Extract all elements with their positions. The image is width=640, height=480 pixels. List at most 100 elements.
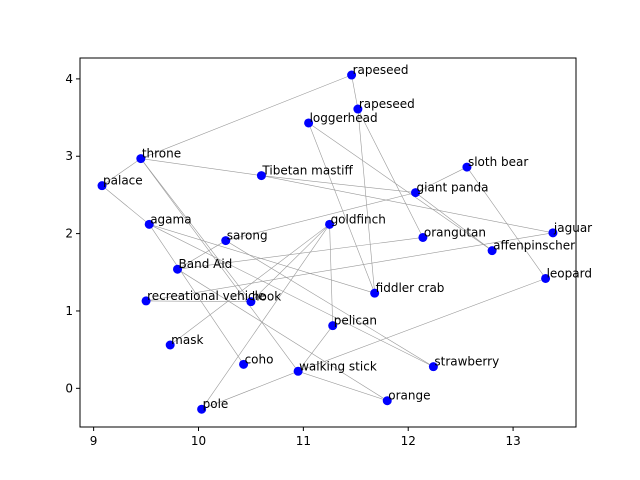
y-tick-label: 3 xyxy=(65,149,73,163)
edge-line xyxy=(177,240,226,270)
edge-line xyxy=(140,74,352,159)
data-point xyxy=(304,118,314,128)
point-label: jaguar xyxy=(553,221,592,235)
point-label: orange xyxy=(388,389,430,403)
edge-line xyxy=(298,371,388,401)
edge-line xyxy=(101,158,141,186)
data-point xyxy=(541,273,551,283)
y-tick-label: 4 xyxy=(65,72,73,86)
edge-line xyxy=(140,158,262,176)
point-label: loggerhead xyxy=(310,111,378,125)
data-point xyxy=(487,246,497,256)
x-tick-label: 9 xyxy=(90,434,98,448)
x-tick-label: 10 xyxy=(191,434,206,448)
edge-line xyxy=(225,240,434,367)
edge-line xyxy=(351,74,359,110)
edge-line xyxy=(297,325,333,372)
data-point xyxy=(428,362,438,372)
edge-line xyxy=(140,158,299,372)
data-point xyxy=(293,366,303,376)
data-point xyxy=(370,288,380,298)
edge-line xyxy=(261,175,416,193)
edge-line xyxy=(357,108,424,238)
point-label: Tibetan mastiff xyxy=(261,164,353,178)
edge-line xyxy=(140,158,252,302)
data-point xyxy=(382,396,392,406)
point-label: leopard xyxy=(547,266,592,280)
point-label: hook xyxy=(252,290,281,304)
x-axis: 9 10 11 12 13 xyxy=(90,427,521,448)
data-point xyxy=(548,228,558,238)
edge-layer xyxy=(101,74,553,410)
point-label: agama xyxy=(150,212,191,226)
edge-line xyxy=(261,175,553,234)
y-tick-label: 1 xyxy=(65,304,73,318)
data-point xyxy=(144,219,154,229)
point-label: walking stick xyxy=(299,359,377,373)
point-label: orangutan xyxy=(424,225,486,239)
edge-line xyxy=(298,278,546,372)
data-point xyxy=(165,340,175,350)
point-label: Band Aid xyxy=(179,257,233,271)
edge-line xyxy=(250,224,330,302)
data-point xyxy=(418,232,428,242)
data-point xyxy=(256,171,266,181)
data-point xyxy=(411,188,421,198)
point-label: pelican xyxy=(334,314,377,328)
edge-line xyxy=(146,300,251,302)
edge-line xyxy=(201,371,299,410)
point-label: recreational vehicle xyxy=(147,289,265,303)
point-label: throne xyxy=(142,147,181,161)
data-point xyxy=(97,181,107,191)
data-point xyxy=(136,154,146,164)
data-point xyxy=(462,162,472,172)
edge-line xyxy=(466,166,546,279)
point-label: giant panda xyxy=(417,181,489,195)
x-tick-label: 12 xyxy=(401,434,416,448)
data-point xyxy=(325,219,335,229)
point-label: sarong xyxy=(227,229,268,243)
edge-line xyxy=(177,268,388,401)
point-label: strawberry xyxy=(434,355,499,369)
data-point xyxy=(328,321,338,331)
data-point xyxy=(347,70,357,80)
point-label: coho xyxy=(245,352,274,366)
y-tick-label: 2 xyxy=(65,227,73,241)
point-label: pole xyxy=(203,397,229,411)
edge-line xyxy=(170,224,330,346)
edge-line xyxy=(308,122,375,294)
point-label: rapeseed xyxy=(353,63,409,77)
y-axis: 0 1 2 3 4 xyxy=(65,72,80,395)
plot-frame xyxy=(79,57,577,428)
edge-line xyxy=(148,224,244,365)
data-point xyxy=(173,264,183,274)
data-point xyxy=(239,359,249,369)
edge-line xyxy=(357,109,375,294)
edge-line xyxy=(201,224,330,410)
edge-line xyxy=(146,232,553,302)
edge-line xyxy=(149,224,434,367)
edge-line xyxy=(415,166,468,193)
data-point xyxy=(353,104,363,114)
data-point xyxy=(221,236,231,246)
y-tick-label: 0 xyxy=(65,381,73,395)
edge-line xyxy=(415,192,493,251)
point-label: sloth bear xyxy=(468,155,528,169)
edge-line xyxy=(101,185,150,225)
edge-line xyxy=(225,192,416,241)
edge-line xyxy=(149,224,375,294)
point-layer xyxy=(97,70,558,414)
edge-line xyxy=(308,122,493,251)
edge-line xyxy=(329,224,334,326)
x-tick-label: 13 xyxy=(505,434,520,448)
point-label: goldfinch xyxy=(331,212,386,226)
point-label: mask xyxy=(171,333,203,347)
point-label: fiddler crab xyxy=(376,281,445,295)
point-label: rapeseed xyxy=(359,97,415,111)
data-point xyxy=(197,404,207,414)
x-tick-label: 11 xyxy=(296,434,311,448)
point-label: affenpinscher xyxy=(493,239,575,253)
